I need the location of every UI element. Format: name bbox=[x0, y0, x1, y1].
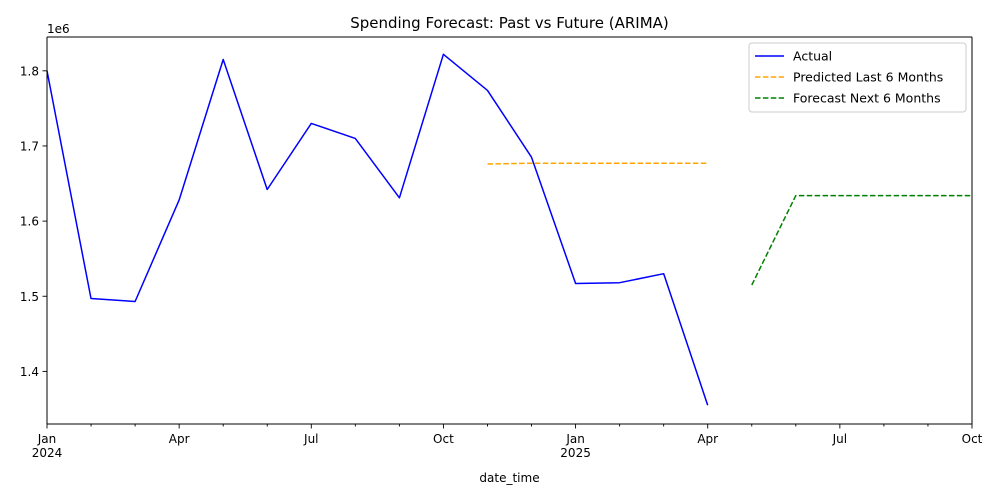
legend: Actual Predicted Last 6 Months Forecast Ne… bbox=[748, 42, 967, 113]
series-layer bbox=[46, 53, 972, 406]
y-tick-label: 1.6 bbox=[20, 215, 39, 229]
y-tick-label: 1.7 bbox=[20, 139, 39, 153]
legend-box bbox=[748, 42, 967, 113]
x-tick-year-label: 2024 bbox=[32, 446, 63, 460]
axes-frame bbox=[46, 36, 973, 425]
x-tick-label: Oct bbox=[433, 432, 454, 446]
y-tick-label: 1.4 bbox=[20, 365, 39, 379]
legend-label-3: Forecast Next 6 Months bbox=[793, 91, 941, 106]
x-tick-label: Jan bbox=[37, 432, 57, 446]
series-line-1 bbox=[46, 53, 709, 406]
y-axis-ticks: 1.4 1.5 1.6 1.7 1.8 bbox=[20, 64, 47, 379]
y-offset-label: 1e6 bbox=[47, 22, 70, 36]
x-tick-year-label: 2025 bbox=[560, 446, 591, 460]
series-line-2 bbox=[487, 162, 708, 165]
x-tick-label: Jan bbox=[565, 432, 585, 446]
x-tick-label: Oct bbox=[962, 432, 983, 446]
x-tick-label: Jul bbox=[832, 432, 847, 446]
series-line-3 bbox=[751, 194, 972, 286]
chart-title: Spending Forecast: Past vs Future (ARIMA… bbox=[350, 14, 669, 32]
y-tick-label: 1.5 bbox=[20, 290, 39, 304]
legend-label-1: Actual bbox=[793, 49, 832, 64]
legend-label-2: Predicted Last 6 Months bbox=[793, 70, 943, 85]
x-tick-label: Apr bbox=[697, 432, 718, 446]
y-tick-label: 1.8 bbox=[20, 64, 39, 78]
x-tick-label: Jul bbox=[303, 432, 318, 446]
x-axis-label: date_time bbox=[479, 471, 539, 485]
x-tick-label: Apr bbox=[169, 432, 190, 446]
